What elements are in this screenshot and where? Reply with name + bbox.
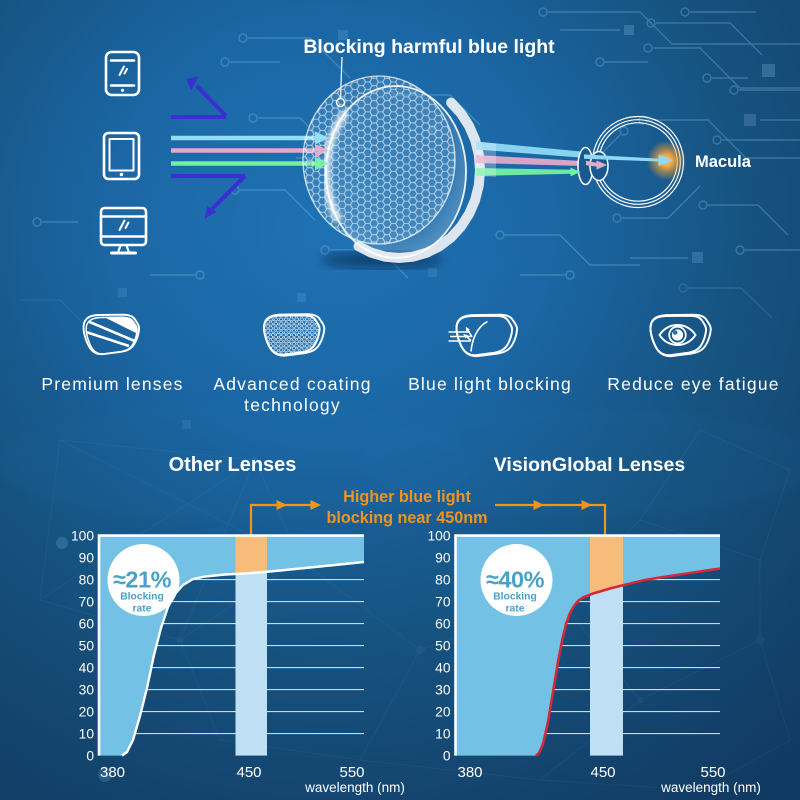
svg-text:550: 550 — [339, 764, 364, 781]
svg-text:80: 80 — [79, 573, 95, 588]
svg-text:technology: technology — [244, 395, 341, 415]
svg-text:≈40%: ≈40% — [486, 567, 545, 593]
svg-text:90: 90 — [435, 551, 451, 566]
svg-text:380: 380 — [100, 764, 125, 781]
svg-text:Higher blue light: Higher blue light — [343, 488, 471, 506]
svg-text:70: 70 — [79, 595, 95, 610]
svg-text:20: 20 — [435, 705, 451, 720]
svg-text:Blocking harmful blue light: Blocking harmful blue light — [303, 36, 555, 58]
svg-text:70: 70 — [435, 595, 451, 610]
svg-text:40: 40 — [435, 661, 451, 676]
svg-text:0: 0 — [443, 749, 451, 764]
svg-text:90: 90 — [79, 551, 95, 566]
svg-text:50: 50 — [435, 639, 451, 654]
svg-text:Blocking: Blocking — [493, 592, 536, 603]
svg-text:20: 20 — [79, 705, 95, 720]
svg-text:blocking near 450nm: blocking near 450nm — [326, 509, 487, 527]
svg-text:Advanced coating: Advanced coating — [213, 374, 371, 394]
svg-text:Blue light blocking: Blue light blocking — [408, 374, 572, 394]
svg-text:Other Lenses: Other Lenses — [169, 454, 297, 476]
svg-text:Blocking: Blocking — [120, 592, 163, 603]
svg-text:10: 10 — [435, 727, 451, 742]
svg-text:rate: rate — [506, 604, 525, 615]
svg-text:≈21%: ≈21% — [113, 567, 172, 593]
svg-text:450: 450 — [236, 764, 261, 781]
svg-text:0: 0 — [86, 749, 94, 764]
svg-text:wavelength (nm): wavelength (nm) — [660, 780, 761, 795]
svg-text:40: 40 — [79, 661, 95, 676]
svg-text:50: 50 — [79, 639, 95, 654]
svg-text:450: 450 — [590, 764, 615, 781]
svg-text:VisionGlobal Lenses: VisionGlobal Lenses — [494, 454, 686, 476]
svg-text:80: 80 — [435, 573, 451, 588]
svg-text:Macula: Macula — [695, 153, 752, 171]
svg-text:wavelength (nm): wavelength (nm) — [304, 780, 405, 795]
svg-text:550: 550 — [700, 764, 725, 781]
svg-text:30: 30 — [79, 683, 95, 698]
svg-text:100: 100 — [427, 529, 450, 544]
svg-text:10: 10 — [79, 727, 95, 742]
svg-text:Reduce eye fatigue: Reduce eye fatigue — [607, 374, 779, 394]
svg-text:rate: rate — [133, 604, 152, 615]
svg-text:380: 380 — [457, 764, 482, 781]
svg-text:30: 30 — [435, 683, 451, 698]
svg-text:60: 60 — [435, 617, 451, 632]
svg-text:100: 100 — [71, 529, 94, 544]
svg-text:Premium lenses: Premium lenses — [41, 374, 183, 394]
svg-text:60: 60 — [79, 617, 95, 632]
